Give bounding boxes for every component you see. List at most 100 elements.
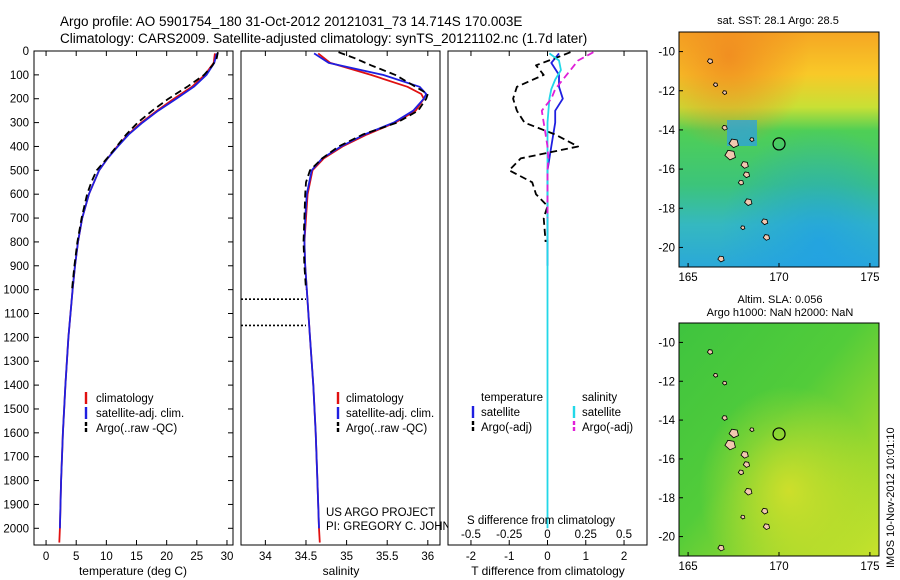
island-outline <box>721 90 728 95</box>
salinity-series <box>302 51 429 543</box>
legend-label-satellite: satellite-adj. clim. <box>346 408 434 420</box>
series-line-satellite-adj-clim- <box>59 53 218 529</box>
series-line-t-argo-adj- <box>508 51 579 242</box>
top-x-tick-label: 0.25 <box>575 529 597 541</box>
island-outline <box>721 125 728 131</box>
top-x-tick-label: 0 <box>544 529 550 541</box>
salinity-legend: climatology satellite-adj. clim. Argo(..… <box>336 392 434 435</box>
map-y-tick-label: -10 <box>658 337 675 349</box>
sla-map-title-line1: Altim. SLA: 0.056 <box>738 294 823 306</box>
y-tick-label: 800 <box>10 237 29 249</box>
top-x-tick-label: 0.5 <box>616 529 632 541</box>
map-x-tick-label: 175 <box>860 272 879 284</box>
top-x-tick-label: -0.5 <box>461 529 481 541</box>
legend-header-salinity: salinity <box>582 392 617 404</box>
y-tick-label: 900 <box>10 261 29 273</box>
y-tick-label: 400 <box>10 141 29 153</box>
x-tick-label: 2 <box>621 551 627 563</box>
map-y-tick-label: -12 <box>658 86 675 98</box>
island-outline <box>742 171 751 179</box>
y-tick-label: 1700 <box>3 452 29 464</box>
series-line-argo-raw-qc- <box>71 52 219 290</box>
y-tick-label: 1600 <box>3 428 29 440</box>
sst-map-ticks: 165 170 175 -10 -12 -14 -16 -18 -20 <box>658 47 879 284</box>
legend-label-climatology: climatology <box>346 393 404 405</box>
y-tick-label: 1300 <box>3 356 29 368</box>
x-tick-label: 35.5 <box>376 551 398 563</box>
sst-map-profile-marker <box>772 137 786 151</box>
island-outline <box>712 372 719 378</box>
sst-map-panel: sat. SST: 28.1 Argo: 28.5 165 170 175 -10 -1… <box>658 15 879 284</box>
island-outline <box>740 514 746 520</box>
island-outline <box>749 427 755 433</box>
sst-map-title: sat. SST: 28.1 Argo: 28.5 <box>717 15 839 27</box>
difference-x-ticks: -2 -1 0 1 2 <box>466 51 627 563</box>
sla-map-ticks: 165 170 175 -10 -12 -14 -16 -18 -20 <box>658 337 879 573</box>
salinity-reference-lines <box>241 298 306 327</box>
y-tick-label: 500 <box>10 165 29 177</box>
series-line-argo-raw-qc- <box>302 51 429 290</box>
sla-map-panel: Altim. SLA: 0.056 Argo h1000: NaN h2000:… <box>658 294 879 573</box>
temperature-axes-box <box>33 50 234 546</box>
x-tick-label: 1 <box>583 551 589 563</box>
x-tick-label: -2 <box>466 551 476 563</box>
map-y-tick-label: -18 <box>658 493 675 505</box>
legend-label-s-argo: Argo(-adj) <box>582 422 633 434</box>
island-outline <box>728 428 739 439</box>
island-outline <box>762 523 771 531</box>
temperature-panel: 0100200300400500600700800900100011001200… <box>3 46 647 578</box>
y-tick-label: 1800 <box>3 476 29 488</box>
y-tick-label: 200 <box>10 94 29 106</box>
island-outline <box>721 415 728 421</box>
difference-top-ticklabels: -0.5 -0.25 0 0.25 0.5 <box>461 529 632 541</box>
island-outline <box>717 255 725 263</box>
y-tick-label: 700 <box>10 213 29 225</box>
map-x-tick-label: 170 <box>769 561 788 573</box>
x-tick-label: -1 <box>504 551 514 563</box>
legend-label-argo: Argo(..raw -QC) <box>96 423 177 435</box>
salinity-x-ticks: 34 34.5 35 35.5 36 <box>259 51 434 563</box>
legend-header-temperature: temperature <box>481 392 543 404</box>
map-y-tick-label: -18 <box>658 203 675 215</box>
island-outline <box>724 149 736 161</box>
x-tick-label: 15 <box>130 551 143 563</box>
side-stamp: IMOS 10-Nov-2012 10:01:10 <box>885 427 897 568</box>
island-outline <box>721 380 728 386</box>
map-x-tick-label: 165 <box>678 561 697 573</box>
x-tick-label: 20 <box>160 551 173 563</box>
y-tick-label: 0 <box>23 46 29 58</box>
x-tick-label: 5 <box>73 551 79 563</box>
island-outline <box>706 58 714 65</box>
salinity-axes-box <box>240 50 441 546</box>
y-tick-label: 100 <box>10 70 29 82</box>
island-outline <box>740 451 749 459</box>
y-tick-label: 1400 <box>3 380 29 392</box>
map-y-tick-label: -14 <box>658 415 675 427</box>
x-tick-label: 36 <box>421 551 434 563</box>
sla-map-islands <box>706 349 771 552</box>
map-y-tick-label: -12 <box>658 376 675 388</box>
legend-label-satellite: satellite-adj. clim. <box>96 408 184 420</box>
island-outline <box>742 461 751 468</box>
x-tick-label: 34.5 <box>295 551 317 563</box>
y-tick-label: 1500 <box>3 404 29 416</box>
difference-panel: -2 -1 0 1 2 S difference from climatology -0… <box>447 50 648 578</box>
legend-label-argo: Argo(..raw -QC) <box>346 423 427 435</box>
difference-top-xlabel: S difference from climatology <box>467 515 615 527</box>
map-x-tick-label: 170 <box>769 272 788 284</box>
island-outline <box>737 469 745 476</box>
legend-label-climatology: climatology <box>96 393 154 405</box>
map-x-tick-label: 175 <box>860 561 879 573</box>
y-tick-label: 600 <box>10 189 29 201</box>
island-outline <box>706 349 714 355</box>
legend-label-s-satellite: satellite <box>582 407 621 419</box>
island-outline <box>712 82 719 88</box>
y-tick-label: 300 <box>10 118 29 130</box>
map-y-tick-label: -20 <box>658 532 675 544</box>
island-outline <box>749 137 755 142</box>
credit-line2: PI: GREGORY C. JOHNSON <box>326 521 476 533</box>
island-outline <box>760 507 769 515</box>
series-line-s-argo-adj- <box>540 51 594 219</box>
y-tick-label: 2000 <box>3 523 29 535</box>
